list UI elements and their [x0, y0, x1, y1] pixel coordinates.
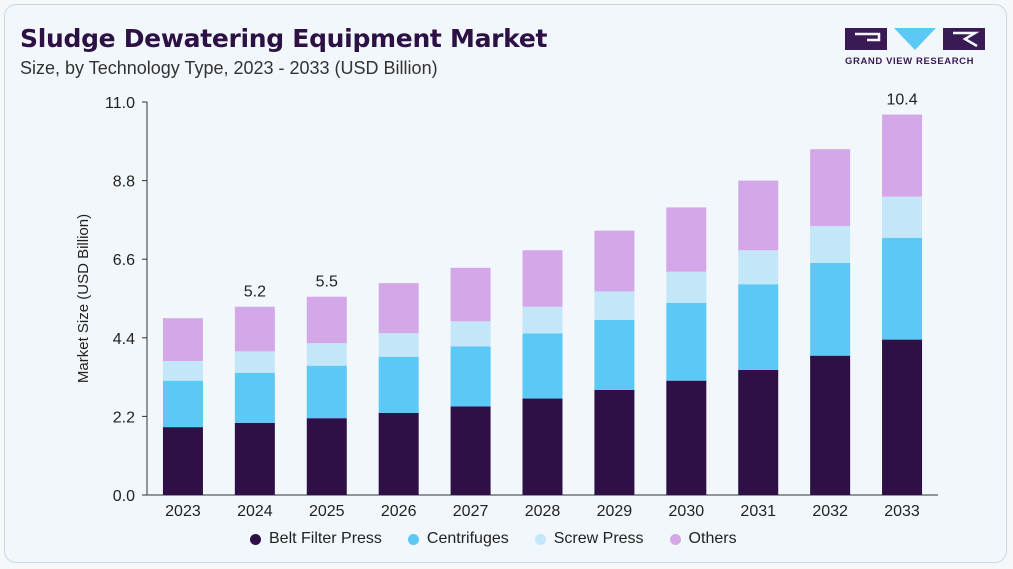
legend-item-belt-filter-press: Belt Filter Press	[250, 530, 382, 548]
bar-2032-centrifuges	[810, 262, 851, 356]
x-tick-label: 2033	[884, 503, 920, 520]
bar-2026-screw-press	[378, 333, 419, 357]
bar-2023-screw-press	[162, 361, 203, 381]
bar-2026-others	[378, 283, 419, 334]
bar-2031-centrifuges	[738, 284, 779, 370]
bar-2033-others	[882, 114, 923, 197]
bar-2028-others	[522, 250, 563, 307]
bar-2029-centrifuges	[594, 319, 635, 390]
legend-label-others: Others	[688, 530, 737, 547]
y-tick-label: 11.0	[105, 95, 135, 112]
legend-swatch-screw	[534, 533, 546, 545]
bar-2030-others	[666, 207, 707, 272]
bar-2024-screw-press	[234, 351, 275, 373]
bar-2032-belt-filter-press	[810, 355, 851, 495]
bar-2025-screw-press	[306, 343, 347, 366]
y-tick-label: 8.8	[113, 174, 135, 191]
x-tick-label: 2027	[453, 503, 489, 520]
bar-2027-belt-filter-press	[450, 406, 491, 495]
bar-2023-belt-filter-press	[162, 427, 203, 495]
bar-2032-screw-press	[810, 225, 851, 263]
bar-2025-others	[306, 296, 347, 344]
x-tick-label: 2032	[812, 503, 848, 520]
bar-2030-centrifuges	[666, 302, 707, 381]
bar-2028-screw-press	[522, 306, 563, 334]
chart-title: Sludge Dewatering Equipment Market	[20, 24, 548, 53]
legend-label-screw: Screw Press	[553, 530, 644, 547]
y-tick-label: 2.2	[113, 409, 135, 426]
x-tick-label: 2029	[597, 503, 633, 520]
data-label-2024: 5.2	[244, 284, 266, 301]
bar-2031-screw-press	[738, 250, 779, 285]
bar-2028-centrifuges	[522, 333, 563, 399]
chart-subtitle: Size, by Technology Type, 2023 - 2033 (U…	[20, 58, 438, 78]
bar-2029-screw-press	[594, 291, 635, 320]
bar-2027-others	[450, 267, 491, 322]
bar-2023-centrifuges	[162, 380, 203, 428]
grand-view-research-logo-icon	[845, 28, 985, 50]
data-label-2033: 10.4	[886, 92, 917, 109]
x-tick-label: 2030	[669, 503, 705, 520]
bar-2023-others	[162, 318, 203, 362]
chart-legend: Belt Filter Press Centrifuges Screw Pres…	[250, 530, 737, 548]
legend-item-screw-press: Screw Press	[534, 530, 644, 548]
bar-2025-centrifuges	[306, 365, 347, 419]
y-tick-label: 6.6	[113, 252, 135, 269]
bar-2026-centrifuges	[378, 356, 419, 413]
bar-2028-belt-filter-press	[522, 398, 563, 495]
bar-2027-centrifuges	[450, 346, 491, 407]
legend-label-centrifuges: Centrifuges	[426, 530, 509, 547]
legend-label-belt: Belt Filter Press	[269, 530, 382, 547]
data-label-2025: 5.5	[316, 274, 338, 291]
x-tick-label: 2023	[165, 503, 201, 520]
bar-2030-belt-filter-press	[666, 380, 707, 495]
bar-2032-others	[810, 149, 851, 226]
y-tick-label: 0.0	[113, 488, 135, 505]
bar-2027-screw-press	[450, 321, 491, 347]
bar-2031-others	[738, 180, 779, 251]
bar-2024-belt-filter-press	[234, 422, 275, 495]
legend-item-others: Others	[669, 530, 737, 548]
x-tick-label: 2031	[740, 503, 776, 520]
y-axis-label: Market Size (USD Billion)	[75, 214, 92, 383]
bar-2033-belt-filter-press	[882, 339, 923, 495]
bar-2029-others	[594, 230, 635, 292]
x-tick-label: 2024	[237, 503, 273, 520]
y-tick-label: 4.4	[113, 331, 135, 348]
x-tick-label: 2025	[309, 503, 345, 520]
legend-swatch-centrifuges	[407, 533, 419, 545]
bar-2025-belt-filter-press	[306, 418, 347, 495]
bar-2031-belt-filter-press	[738, 369, 779, 495]
bar-2033-centrifuges	[882, 237, 923, 340]
bar-2029-belt-filter-press	[594, 389, 635, 495]
x-tick-label: 2026	[381, 503, 417, 520]
bar-2024-others	[234, 306, 275, 352]
bar-2033-screw-press	[882, 196, 923, 238]
bar-2030-screw-press	[666, 271, 707, 303]
bar-2026-belt-filter-press	[378, 412, 419, 495]
logo-text: GRAND VIEW RESEARCH	[845, 56, 975, 67]
legend-swatch-belt	[250, 533, 261, 545]
x-tick-label: 2028	[525, 503, 561, 520]
legend-swatch-others	[669, 533, 681, 545]
legend-item-centrifuges: Centrifuges	[407, 530, 509, 548]
bar-2024-centrifuges	[234, 372, 275, 423]
